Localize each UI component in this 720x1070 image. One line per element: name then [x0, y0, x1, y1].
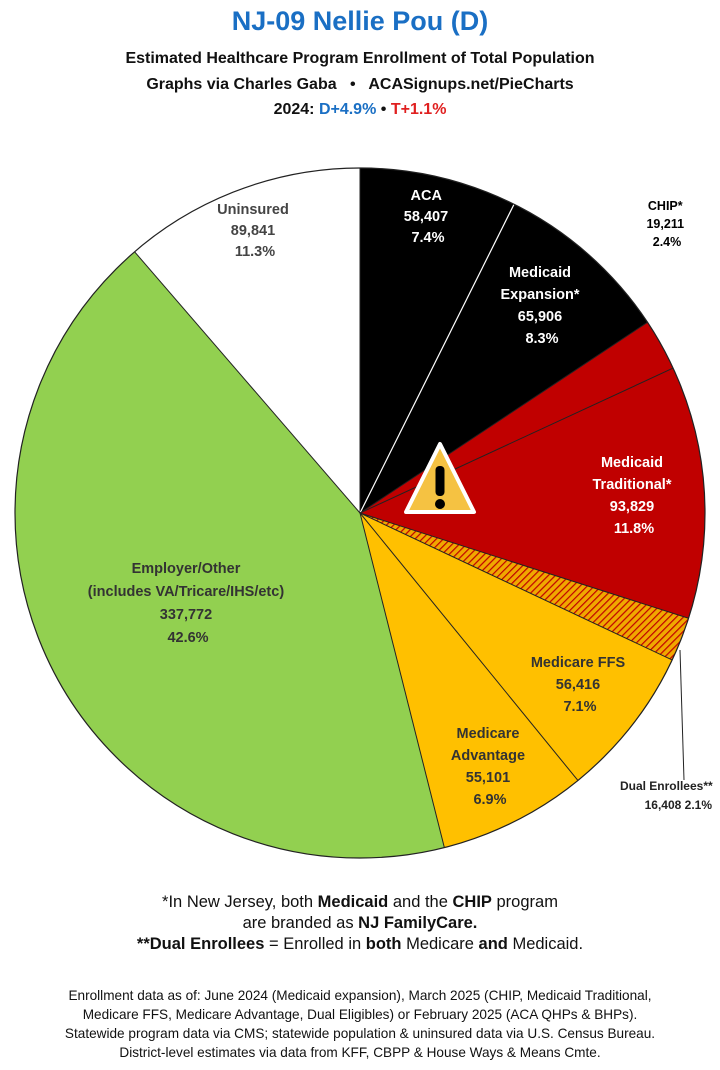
- pie-slice-dual-enrollees: [360, 513, 689, 660]
- year-prefix: 2024:: [273, 101, 315, 118]
- label-chip-percent: 2.4%: [653, 235, 682, 249]
- label-employer-other-name2: (includes VA/Tricare/IHS/etc): [88, 584, 285, 600]
- label-medicare-ffs-percent: 7.1%: [563, 699, 596, 715]
- label-medicare-ffs-value: 56,416: [556, 677, 600, 693]
- label-uninsured-name: Uninsured: [217, 202, 289, 218]
- pie-slice-medicare-advantage: [360, 513, 578, 848]
- chart-title: NJ-09 Nellie Pou (D): [231, 6, 489, 36]
- margin-separator: •: [380, 101, 387, 118]
- label-employer-other-value: 337,772: [160, 607, 212, 623]
- slice-separator: [359, 512, 689, 619]
- label-chip-name: CHIP*: [648, 199, 683, 213]
- pie-slice-medicaid-expansion: [360, 204, 648, 513]
- program-note-line1: *In New Jersey, both Medicaid and the CH…: [162, 893, 558, 911]
- label-aca: ACA 58,407 7.4%: [404, 188, 452, 246]
- pie-slice-uninsured: [134, 168, 360, 513]
- election-margin-line: 2024: D+4.9% • T+1.1%: [0, 101, 720, 119]
- label-medicaid-expansion-value: 65,906: [518, 309, 562, 325]
- label-medicare-advantage: Medicare Advantage 55,101 6.9%: [451, 726, 529, 808]
- slice-separator: [359, 512, 445, 848]
- label-medicaid-traditional: Medicaid Traditional* 93,829 11.8%: [593, 455, 676, 537]
- slice-separator: [359, 367, 674, 514]
- chart-subtitle: Estimated Healthcare Program Enrollment …: [125, 50, 595, 67]
- slice-separator: [359, 321, 648, 514]
- slice-separators: [134, 168, 689, 848]
- label-medicaid-expansion-name2: Expansion*: [501, 287, 580, 303]
- pie-slice-employer-other-includes-va-tricare-ihs-etc: [15, 251, 445, 858]
- pie-slice-aca: [360, 168, 515, 513]
- label-medicaid-traditional-value: 93,829: [610, 499, 654, 515]
- label-uninsured-value: 89,841: [231, 223, 275, 239]
- source-footer: Enrollment data as of: June 2024 (Medica…: [0, 986, 720, 1062]
- label-medicaid-traditional-name2: Traditional*: [593, 477, 672, 493]
- credit-line: Graphs via Charles Gaba • ACASignups.net…: [0, 76, 720, 94]
- label-aca-value: 58,407: [404, 209, 448, 225]
- slice-separator: [134, 251, 361, 514]
- label-medicare-advantage-name1: Medicare: [457, 726, 520, 742]
- pie-outline: [14, 167, 706, 859]
- dual-enrollees-note: **Dual Enrollees = Enrolled in both Medi…: [136, 935, 584, 953]
- program-note: *In New Jersey, both Medicaid and the CH…: [0, 892, 720, 934]
- label-medicare-ffs-name: Medicare FFS: [531, 655, 626, 671]
- credit-separator: •: [349, 76, 356, 93]
- label-chip: CHIP* 19,211 2.4%: [646, 199, 687, 249]
- label-medicaid-expansion: Medicaid Expansion* 65,906 8.3%: [501, 265, 584, 347]
- dem-margin: D+4.9%: [318, 101, 377, 118]
- label-medicaid-traditional-name1: Medicaid: [601, 455, 663, 471]
- label-aca-name: ACA: [411, 188, 443, 204]
- label-uninsured-percent: 11.3%: [235, 244, 275, 260]
- label-medicaid-traditional-percent: 11.8%: [614, 521, 654, 537]
- footer-line4: District-level estimates via data from K…: [119, 1045, 601, 1060]
- pie-slice-medicare-ffs: [360, 513, 673, 781]
- footer-line2: Medicare FFS, Medicare Advantage, Dual E…: [82, 1007, 638, 1022]
- label-medicare-advantage-percent: 6.9%: [473, 792, 506, 808]
- label-aca-percent: 7.4%: [411, 230, 444, 246]
- dual-enrollees-leader-line: [679, 649, 685, 781]
- footer-line1: Enrollment data as of: June 2024 (Medica…: [68, 988, 652, 1003]
- credit-author: Graphs via Charles Gaba: [146, 76, 337, 93]
- label-chip-value: 19,211: [646, 217, 684, 231]
- label-employer-other: Employer/Other (includes VA/Tricare/IHS/…: [88, 561, 288, 646]
- label-dual-enrollees: Dual Enrollees** 16,408 2.1%: [620, 779, 716, 812]
- rep-margin: T+1.1%: [390, 101, 447, 118]
- label-medicare-advantage-value: 55,101: [466, 770, 510, 786]
- pie-chart: ACA 58,407 7.4% Medicaid Expansion* 65,9…: [14, 167, 716, 859]
- label-medicaid-expansion-name1: Medicaid: [509, 265, 571, 281]
- pie-slices: [15, 168, 705, 858]
- label-medicare-advantage-name2: Advantage: [451, 748, 525, 764]
- label-dual-enrollees-value: 16,408 2.1%: [645, 798, 713, 812]
- slice-separator: [359, 204, 515, 514]
- label-uninsured: Uninsured 89,841 11.3%: [217, 202, 293, 260]
- slice-separator: [359, 512, 673, 661]
- label-medicare-ffs: Medicare FFS 56,416 7.1%: [531, 655, 629, 715]
- footer-line3: Statewide program data via CMS; statewid…: [64, 1026, 656, 1041]
- label-employer-other-name1: Employer/Other: [132, 561, 241, 577]
- pie-slice-medicaid-traditional: [360, 368, 705, 619]
- label-dual-enrollees-name: Dual Enrollees**: [620, 779, 713, 793]
- warning-triangle-icon: [404, 442, 476, 514]
- label-employer-other-percent: 42.6%: [167, 630, 208, 646]
- program-note-line2: are branded as NJ FamilyCare.: [242, 914, 478, 932]
- credit-url: ACASignups.net/PieCharts: [368, 76, 574, 93]
- label-medicaid-expansion-percent: 8.3%: [525, 331, 558, 347]
- slice-separator: [359, 512, 579, 781]
